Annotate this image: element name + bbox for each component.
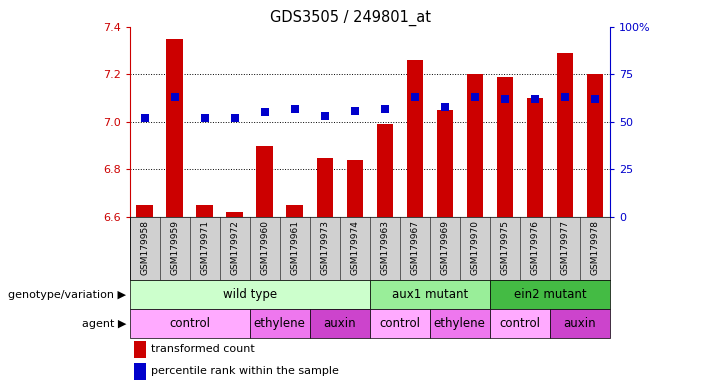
- Point: [289, 106, 300, 112]
- Bar: [310, 309, 370, 338]
- Bar: [557, 53, 573, 217]
- Bar: [526, 98, 543, 217]
- Text: agent ▶: agent ▶: [82, 318, 126, 329]
- Bar: [166, 39, 183, 217]
- Text: auxin: auxin: [564, 317, 596, 330]
- Text: control: control: [499, 317, 540, 330]
- Point: [229, 115, 240, 121]
- Text: GSM179972: GSM179972: [230, 220, 239, 275]
- Bar: [587, 74, 603, 217]
- Bar: [496, 77, 513, 217]
- Text: GSM179978: GSM179978: [590, 220, 599, 275]
- Bar: [137, 205, 153, 217]
- Bar: [467, 74, 483, 217]
- Text: wild type: wild type: [223, 288, 277, 301]
- Point: [379, 106, 390, 112]
- Text: GDS3505 / 249801_at: GDS3505 / 249801_at: [270, 10, 431, 26]
- Bar: [317, 157, 333, 217]
- Text: GSM179963: GSM179963: [380, 220, 389, 275]
- Text: GSM179960: GSM179960: [260, 220, 269, 275]
- Text: GSM179959: GSM179959: [170, 220, 179, 275]
- Bar: [134, 363, 147, 380]
- Text: GSM179971: GSM179971: [200, 220, 209, 275]
- Bar: [407, 60, 423, 217]
- Text: genotype/variation ▶: genotype/variation ▶: [8, 290, 126, 300]
- Bar: [196, 205, 213, 217]
- Point: [169, 94, 180, 100]
- Bar: [376, 124, 393, 217]
- Bar: [250, 309, 310, 338]
- Bar: [226, 212, 243, 217]
- Text: GSM179977: GSM179977: [560, 220, 569, 275]
- Point: [409, 94, 421, 100]
- Text: GSM179974: GSM179974: [350, 220, 360, 275]
- Text: auxin: auxin: [323, 317, 356, 330]
- Bar: [130, 309, 250, 338]
- Text: ethylene: ethylene: [434, 317, 486, 330]
- Point: [590, 96, 601, 102]
- Point: [319, 113, 330, 119]
- Point: [469, 94, 480, 100]
- Bar: [346, 160, 363, 217]
- Bar: [490, 309, 550, 338]
- Text: GSM179970: GSM179970: [470, 220, 479, 275]
- Text: GSM179967: GSM179967: [410, 220, 419, 275]
- Bar: [370, 280, 490, 309]
- Bar: [370, 309, 430, 338]
- Point: [499, 96, 510, 102]
- Text: ethylene: ethylene: [254, 317, 306, 330]
- Text: GSM179969: GSM179969: [440, 220, 449, 275]
- Bar: [257, 146, 273, 217]
- Point: [199, 115, 210, 121]
- Bar: [490, 280, 610, 309]
- Text: GSM179958: GSM179958: [140, 220, 149, 275]
- Bar: [430, 309, 490, 338]
- Bar: [287, 205, 303, 217]
- Text: GSM179973: GSM179973: [320, 220, 329, 275]
- Text: control: control: [379, 317, 421, 330]
- Text: control: control: [169, 317, 210, 330]
- Point: [559, 94, 571, 100]
- Bar: [130, 280, 370, 309]
- Point: [440, 104, 451, 110]
- Text: percentile rank within the sample: percentile rank within the sample: [151, 366, 339, 376]
- Text: aux1 mutant: aux1 mutant: [392, 288, 468, 301]
- Text: GSM179975: GSM179975: [501, 220, 510, 275]
- Text: transformed count: transformed count: [151, 344, 255, 354]
- Point: [259, 109, 271, 116]
- Text: GSM179961: GSM179961: [290, 220, 299, 275]
- Point: [139, 115, 150, 121]
- Point: [529, 96, 540, 102]
- Text: GSM179976: GSM179976: [531, 220, 539, 275]
- Bar: [550, 309, 610, 338]
- Text: ein2 mutant: ein2 mutant: [514, 288, 586, 301]
- Point: [349, 108, 360, 114]
- Bar: [134, 341, 147, 358]
- Bar: [437, 110, 453, 217]
